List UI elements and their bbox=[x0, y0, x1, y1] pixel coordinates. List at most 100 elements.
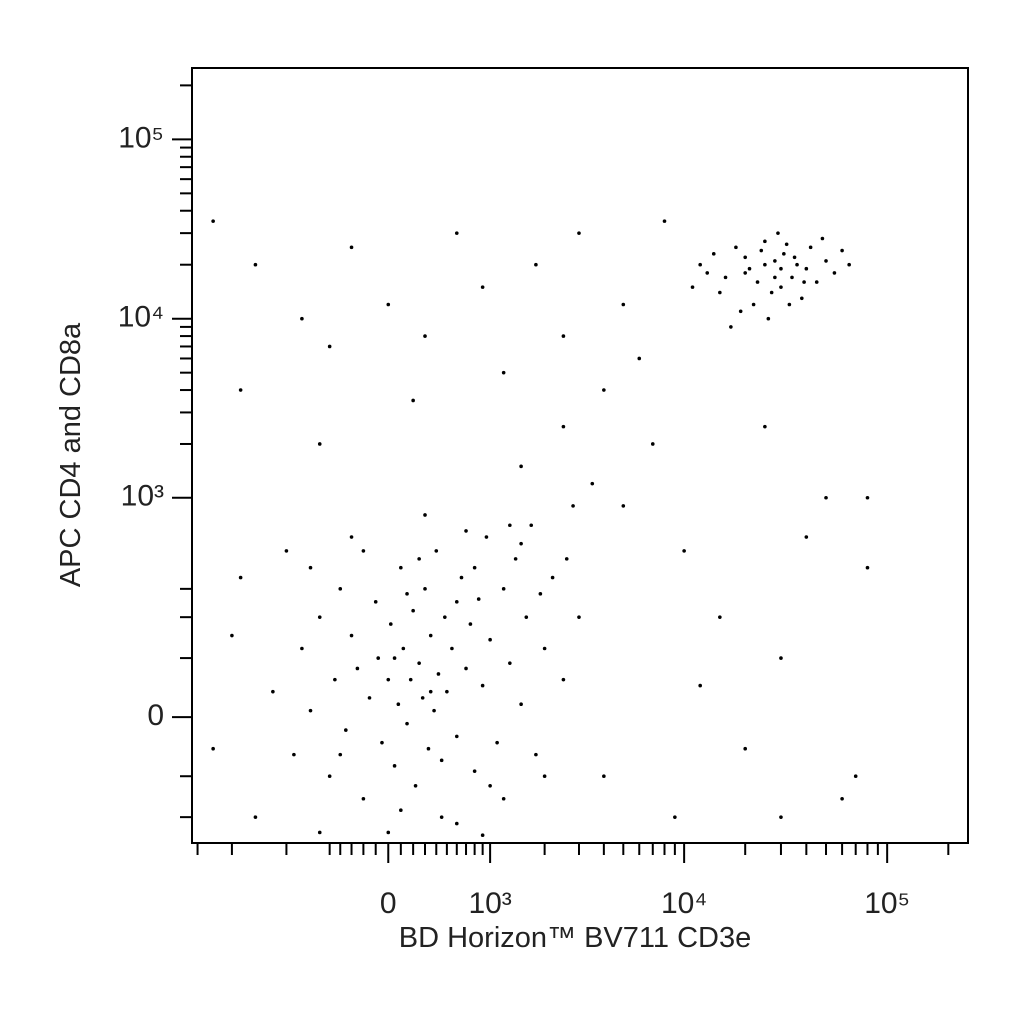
event-dot bbox=[211, 219, 215, 223]
event-dot bbox=[773, 275, 777, 280]
event-dot bbox=[690, 285, 695, 289]
event-dot bbox=[386, 830, 391, 835]
event-dot bbox=[464, 666, 468, 671]
event-dot bbox=[417, 557, 421, 561]
event-dot bbox=[711, 252, 716, 256]
event-dot bbox=[464, 529, 468, 533]
event-dot bbox=[564, 557, 569, 561]
event-dot bbox=[534, 752, 538, 757]
event-dot bbox=[795, 262, 799, 267]
event-dot bbox=[501, 796, 506, 801]
event-dot bbox=[338, 587, 343, 591]
event-dot bbox=[484, 535, 489, 539]
event-dot bbox=[428, 689, 433, 694]
event-dot bbox=[779, 656, 783, 660]
event-dot bbox=[682, 549, 686, 553]
event-dot bbox=[621, 504, 626, 508]
event-dot bbox=[832, 271, 837, 275]
event-dot bbox=[300, 316, 304, 321]
event-dot bbox=[349, 245, 354, 250]
event-dot bbox=[571, 504, 575, 508]
event-dot bbox=[211, 746, 215, 751]
event-dot bbox=[411, 398, 415, 403]
event-dot bbox=[361, 796, 366, 801]
event-dot bbox=[550, 575, 555, 580]
event-dot bbox=[577, 231, 581, 235]
event-dot bbox=[847, 262, 851, 267]
event-dot bbox=[747, 266, 752, 271]
event-dot bbox=[534, 262, 538, 267]
event-dot bbox=[355, 666, 360, 671]
event-dot bbox=[488, 637, 492, 642]
event-dot bbox=[317, 615, 322, 619]
event-dot bbox=[454, 821, 459, 826]
event-dot bbox=[561, 334, 566, 338]
event-dot bbox=[755, 280, 760, 284]
event-dot bbox=[300, 646, 304, 651]
event-dot bbox=[763, 424, 767, 429]
event-dot bbox=[423, 513, 427, 517]
event-dot bbox=[349, 535, 354, 539]
event-dot bbox=[327, 344, 332, 349]
event-dot bbox=[238, 575, 243, 580]
x-axis-title: BD Horizon™ BV711 CD3e bbox=[399, 922, 751, 954]
event-dot bbox=[434, 549, 439, 553]
event-dot bbox=[454, 231, 459, 235]
event-dot bbox=[230, 633, 234, 638]
event-dot bbox=[396, 702, 401, 707]
event-dot bbox=[426, 746, 431, 751]
event-dot bbox=[602, 774, 606, 779]
event-dot bbox=[820, 236, 825, 241]
event-dot bbox=[284, 549, 289, 553]
event-dot bbox=[723, 275, 728, 280]
event-dot bbox=[698, 683, 702, 688]
event-dot bbox=[698, 262, 702, 267]
event-dot bbox=[790, 275, 794, 280]
event-dot bbox=[814, 280, 819, 284]
event-dot bbox=[865, 565, 870, 570]
event-dot bbox=[392, 764, 397, 768]
event-dot bbox=[367, 696, 372, 700]
event-dot bbox=[417, 661, 421, 665]
event-dot bbox=[734, 245, 738, 250]
event-dot bbox=[405, 592, 409, 596]
y-axis-title: APC CD4 and CD8a bbox=[55, 322, 87, 587]
event-dot bbox=[501, 587, 506, 591]
event-dot bbox=[776, 231, 780, 235]
event-dot bbox=[388, 622, 393, 626]
event-dot bbox=[561, 677, 566, 682]
event-dot bbox=[349, 633, 354, 638]
event-dot bbox=[529, 523, 534, 528]
event-dot bbox=[253, 815, 258, 819]
event-dot bbox=[443, 615, 447, 619]
event-dot bbox=[292, 752, 296, 757]
event-dot bbox=[411, 608, 415, 613]
event-dot bbox=[718, 615, 722, 619]
event-dot bbox=[804, 535, 809, 539]
event-dot bbox=[800, 296, 804, 301]
event-dot bbox=[766, 316, 771, 321]
event-dot bbox=[436, 672, 441, 676]
event-dot bbox=[840, 796, 844, 801]
event-dot bbox=[662, 219, 667, 223]
event-dot bbox=[344, 728, 348, 732]
event-dot bbox=[784, 242, 789, 247]
event-dot bbox=[386, 302, 391, 307]
event-dot bbox=[405, 721, 409, 726]
event-dot bbox=[779, 285, 783, 289]
event-dot bbox=[729, 325, 733, 329]
event-dot bbox=[650, 442, 655, 446]
x-tick-label: 0 bbox=[380, 887, 397, 920]
event-dot bbox=[751, 302, 756, 307]
event-dot bbox=[743, 746, 748, 751]
event-dot bbox=[542, 646, 547, 651]
event-dot bbox=[743, 271, 748, 275]
event-dot bbox=[423, 587, 427, 591]
y-tick-label: 10³ bbox=[121, 480, 164, 513]
event-dot bbox=[779, 266, 783, 271]
event-dot bbox=[480, 683, 485, 688]
event-dot bbox=[524, 615, 529, 619]
event-dot bbox=[413, 783, 418, 788]
event-dot bbox=[317, 830, 322, 835]
